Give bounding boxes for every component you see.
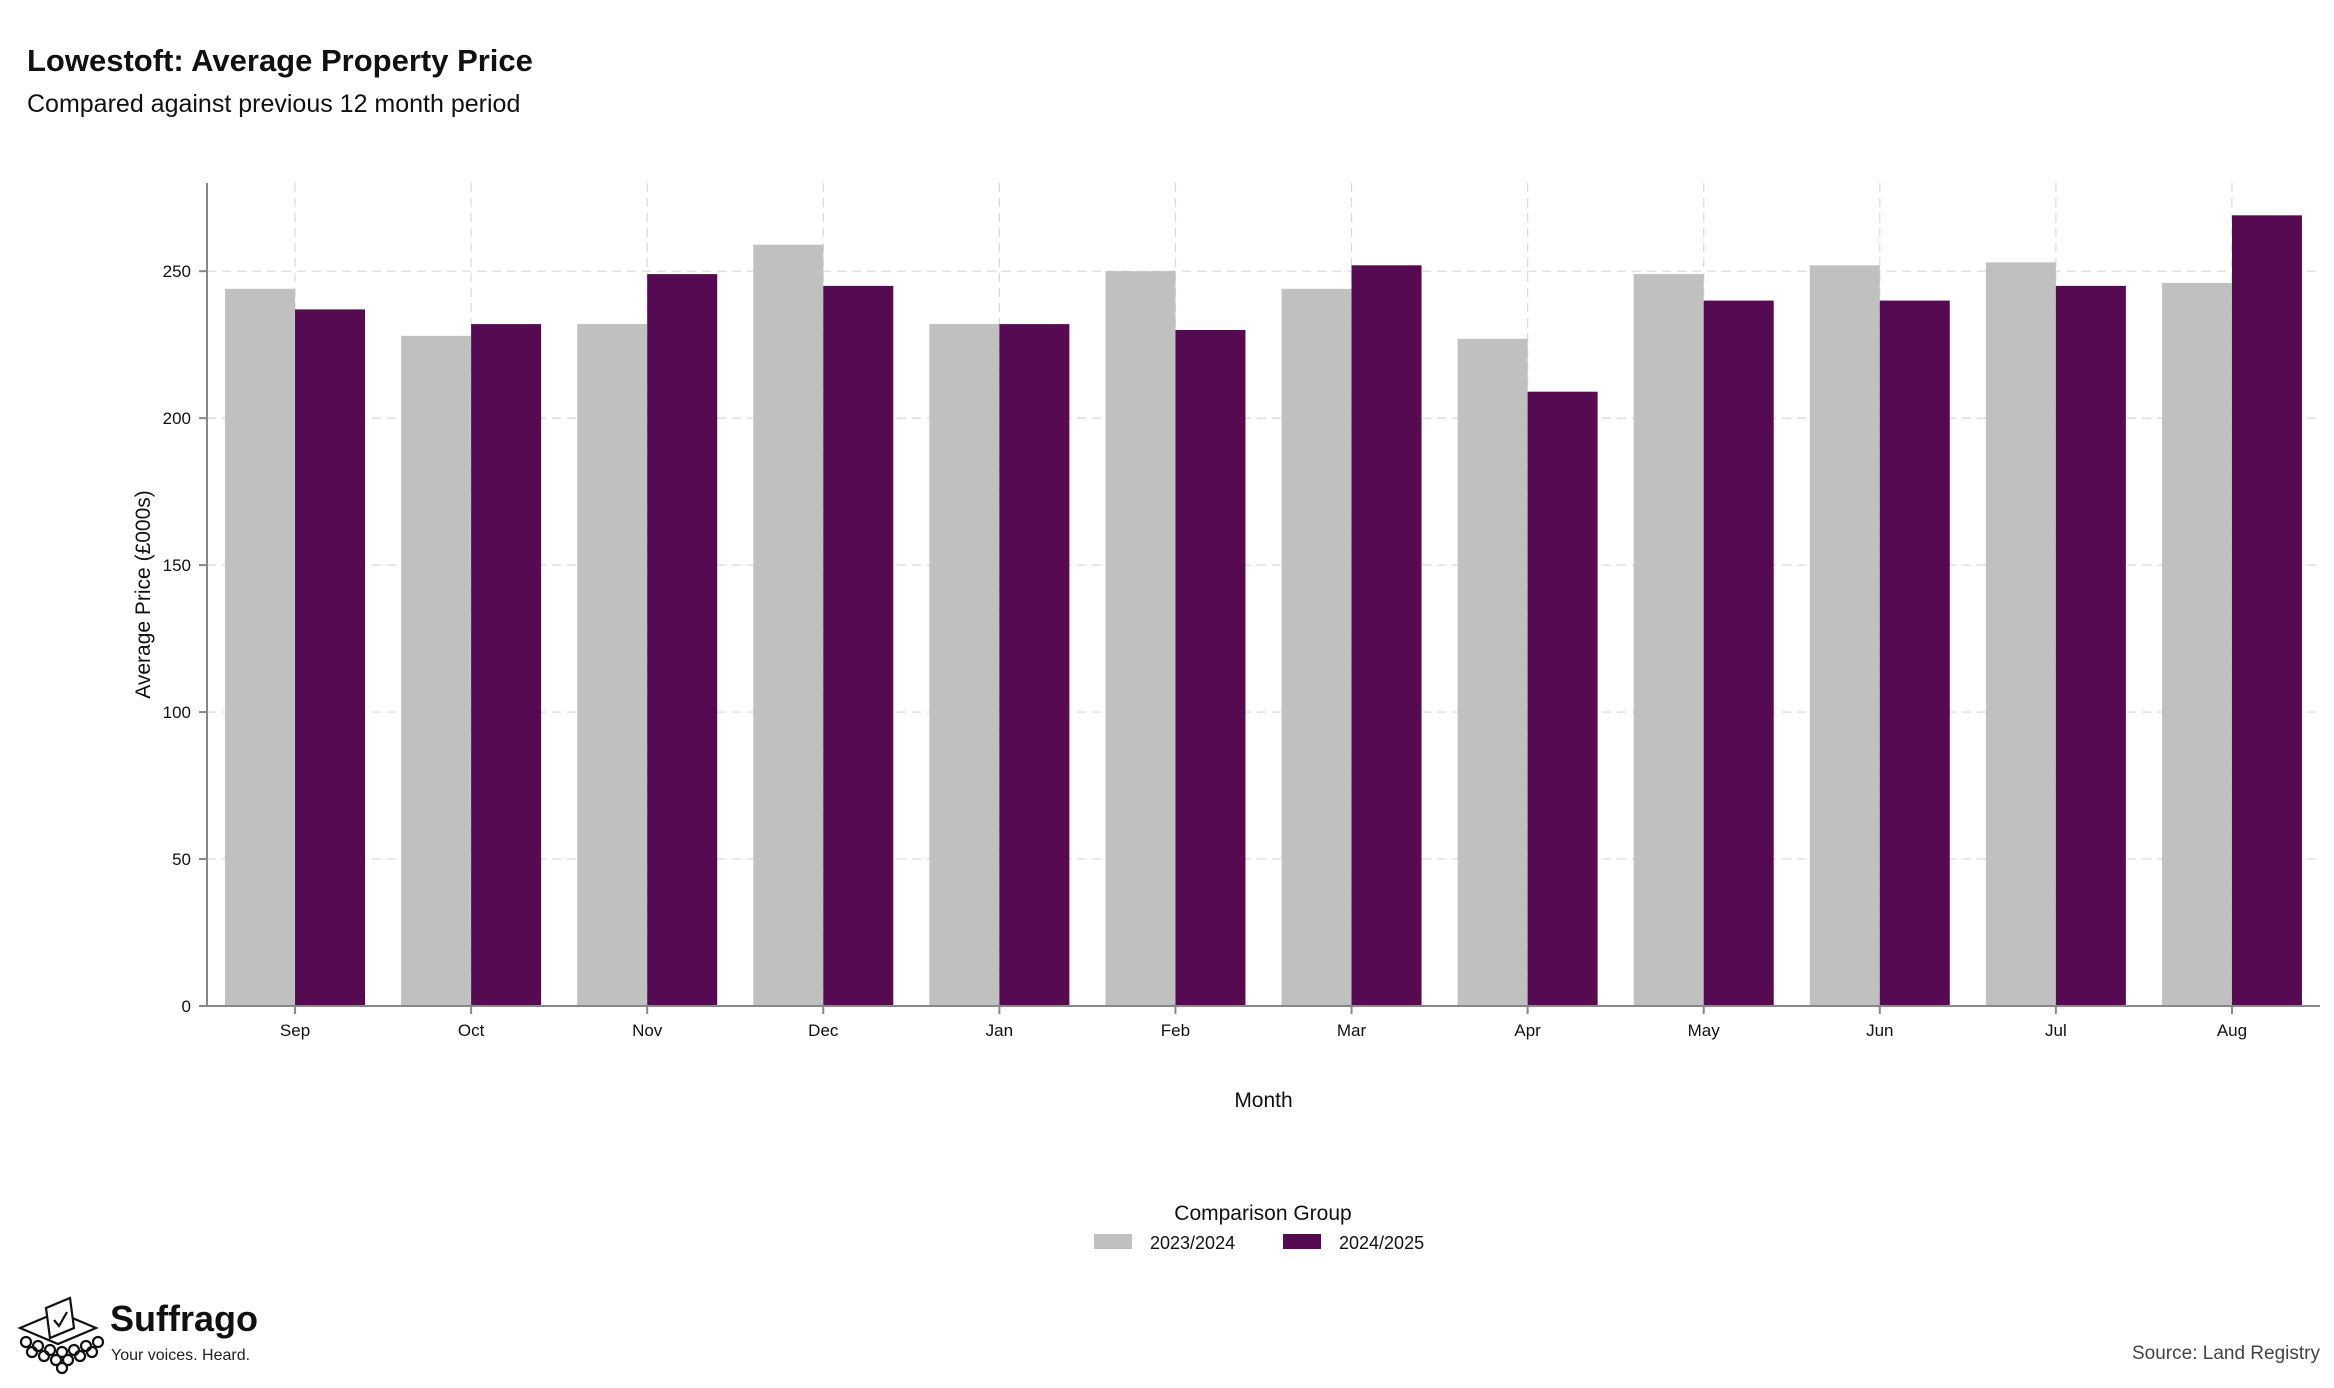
bar-2023-2024-jan — [929, 324, 1000, 1007]
x-tick-label: Sep — [280, 1021, 310, 1040]
bar-2023-2024-dec — [753, 244, 824, 1007]
x-tick-label: Apr — [1514, 1021, 1541, 1040]
bars — [225, 215, 2302, 1007]
bar-2023-2024-may — [1633, 274, 1704, 1006]
source-note: Source: Land Registry — [2132, 1343, 2320, 1364]
legend-title: Comparison Group — [1174, 1202, 1351, 1225]
brand-name: Suffrago — [110, 1298, 258, 1339]
y-tick-label: 250 — [163, 262, 191, 281]
bar-2024-2025-jul — [2055, 285, 2126, 1006]
x-tick-labels: Sep Oct Nov Dec Jan Feb Mar Apr May Jun Jul Aug — [280, 1021, 2247, 1040]
bar-2024-2025-oct — [471, 324, 542, 1007]
brand-logo: Suffrago Your voices. Heard. — [17, 1296, 258, 1375]
legend: Comparison Group 2023/2024 2024/2025 — [1094, 1202, 1424, 1253]
chart-subtitle: Compared against previous 12 month perio… — [27, 90, 520, 118]
legend-label: 2023/2024 — [1150, 1233, 1235, 1253]
x-tick-label: Jan — [986, 1021, 1013, 1040]
x-tick-label: Aug — [2217, 1021, 2247, 1040]
y-tick-labels: 0 50 100 150 200 250 — [163, 262, 191, 1016]
legend-swatch — [1283, 1234, 1321, 1249]
x-tick-label: Nov — [632, 1021, 663, 1040]
bar-2023-2024-mar — [1281, 288, 1352, 1006]
y-axis-title: Average Price (£000s) — [132, 490, 155, 699]
bar-2024-2025-may — [1703, 300, 1774, 1007]
brand-tagline: Your voices. Heard. — [111, 1347, 250, 1364]
bar-2024-2025-dec — [823, 285, 894, 1006]
bar-2024-2025-mar — [1351, 265, 1422, 1006]
bar-2023-2024-aug — [2161, 282, 2232, 1007]
x-axis-title: Month — [1234, 1089, 1292, 1112]
bar-2023-2024-jun — [1809, 265, 1880, 1006]
y-tick-label: 0 — [182, 997, 191, 1016]
legend-items: 2023/2024 2024/2025 — [1094, 1233, 1424, 1253]
bar-2024-2025-jun — [1879, 300, 1950, 1007]
ballot-box-icon — [17, 1296, 105, 1375]
y-tick-label: 50 — [172, 850, 191, 869]
x-tick-label: Mar — [1337, 1021, 1367, 1040]
x-tick-label: May — [1688, 1021, 1721, 1040]
chart-title: Lowestoft: Average Property Price — [27, 43, 533, 78]
bar-2024-2025-jan — [999, 324, 1070, 1007]
bar-2023-2024-sep — [225, 288, 296, 1006]
x-tick-label: Feb — [1161, 1021, 1190, 1040]
bar-2024-2025-sep — [295, 309, 366, 1006]
y-tick-label: 100 — [163, 703, 191, 722]
bar-2024-2025-nov — [647, 274, 718, 1006]
x-tick-label: Dec — [808, 1021, 839, 1040]
bar-2024-2025-feb — [1175, 329, 1246, 1006]
bar-2023-2024-oct — [401, 335, 472, 1006]
bar-2023-2024-nov — [577, 324, 648, 1007]
axes — [199, 183, 2320, 1014]
x-tick-label: Jun — [1866, 1021, 1893, 1040]
bar-2024-2025-apr — [1527, 391, 1598, 1006]
legend-swatch — [1094, 1234, 1132, 1249]
bar-2023-2024-apr — [1457, 338, 1528, 1007]
y-tick-label: 150 — [163, 556, 191, 575]
y-tick-label: 200 — [163, 409, 191, 428]
x-tick-label: Oct — [458, 1021, 485, 1040]
bar-2023-2024-feb — [1105, 271, 1176, 1006]
bar-2023-2024-jul — [1985, 262, 2056, 1006]
legend-label: 2024/2025 — [1339, 1233, 1424, 1253]
bar-2024-2025-aug — [2231, 215, 2302, 1006]
x-tick-label: Jul — [2045, 1021, 2067, 1040]
